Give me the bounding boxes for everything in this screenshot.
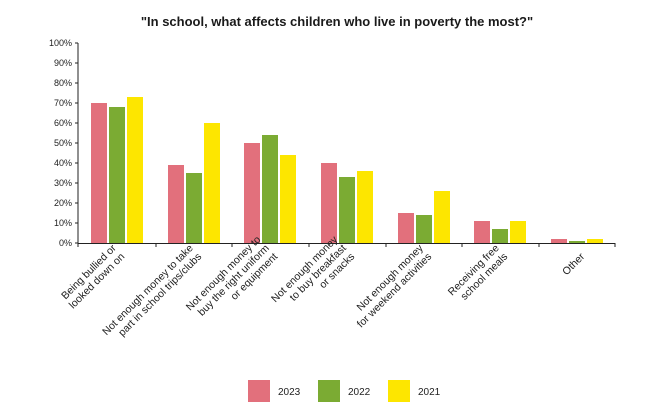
bar-2023-2 xyxy=(168,165,184,243)
y-tick-label: 60% xyxy=(54,118,72,128)
y-axis: 0% 10% 20% 30% 40% 50% 60% 70% 80% 90% 100% xyxy=(49,38,79,248)
y-tick-label: 0% xyxy=(59,238,72,248)
y-tick-label: 70% xyxy=(54,98,72,108)
category-label-line: part in school trips/clubs xyxy=(116,251,204,339)
y-tick-label: 20% xyxy=(54,198,72,208)
legend-label-2021: 2021 xyxy=(418,387,441,398)
y-tick-label: 80% xyxy=(54,78,72,88)
y-tick-label: 40% xyxy=(54,158,72,168)
bars-group xyxy=(91,97,603,243)
bar-2021-4 xyxy=(357,171,373,243)
bar-2021-6 xyxy=(510,221,526,243)
y-tick-label: 10% xyxy=(54,218,72,228)
bar-2021-7 xyxy=(587,239,603,243)
bar-2022-5 xyxy=(416,215,432,243)
category-label-line: for weekend activities xyxy=(355,251,434,330)
bar-2021-1 xyxy=(127,97,143,243)
bar-2022-4 xyxy=(339,177,355,243)
y-tick-label: 100% xyxy=(49,38,72,48)
y-tick-label: 50% xyxy=(54,138,72,148)
bar-2021-2 xyxy=(204,123,220,243)
chart-title: "In school, what affects children who li… xyxy=(141,14,533,29)
bar-2022-6 xyxy=(492,229,508,243)
legend-label-2022: 2022 xyxy=(348,387,371,398)
bar-2022-1 xyxy=(109,107,125,243)
bar-2022-2 xyxy=(186,173,202,243)
bar-2022-3 xyxy=(262,135,278,243)
legend-swatch-2022 xyxy=(318,380,340,402)
bar-2023-5 xyxy=(398,213,414,243)
bar-2021-3 xyxy=(280,155,296,243)
bar-2023-3 xyxy=(244,143,260,243)
category-label-line: Other xyxy=(560,250,587,277)
legend-label-2023: 2023 xyxy=(278,387,301,398)
legend-swatch-2021 xyxy=(388,380,410,402)
bar-2023-6 xyxy=(474,221,490,243)
bar-2023-4 xyxy=(321,163,337,243)
y-tick-label: 90% xyxy=(54,58,72,68)
bar-2023-7 xyxy=(551,239,567,243)
legend-swatch-2023 xyxy=(248,380,270,402)
bar-2022-7 xyxy=(569,241,585,243)
legend: 2023 2022 2021 xyxy=(248,380,441,402)
category-label-7: Other xyxy=(560,250,587,277)
y-tick-label: 30% xyxy=(54,178,72,188)
bar-2023-1 xyxy=(91,103,107,243)
bar-2021-5 xyxy=(434,191,450,243)
